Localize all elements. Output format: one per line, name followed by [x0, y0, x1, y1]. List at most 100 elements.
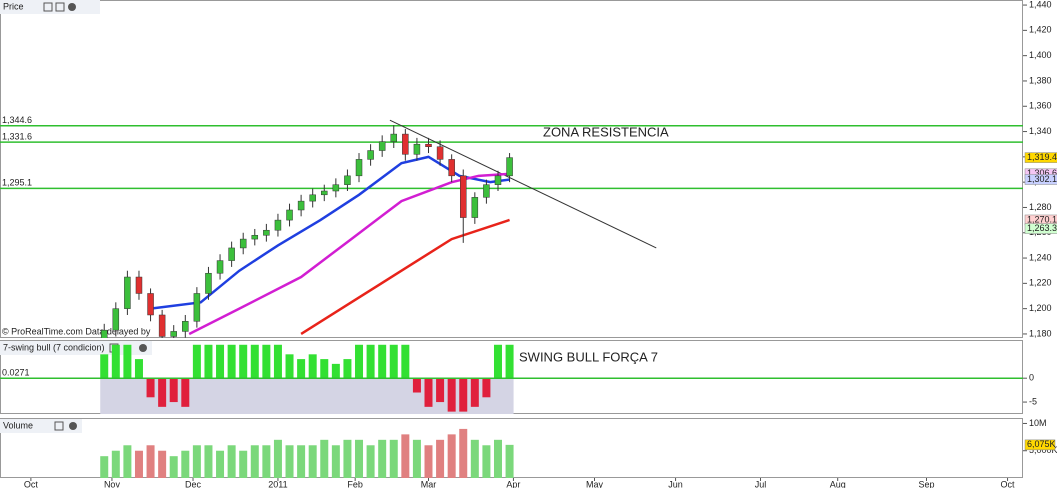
candle-body	[471, 197, 479, 218]
value-badge-label: 6,075K	[1027, 439, 1056, 449]
y-tick-label: 1,440	[1029, 0, 1052, 9]
x-tick-label: Feb	[347, 479, 363, 488]
bar	[320, 359, 329, 379]
bar	[355, 344, 364, 379]
x-tick-label: May	[586, 479, 604, 488]
candle-body	[216, 260, 224, 274]
x-tick-label: Nov	[104, 479, 121, 488]
x-tick-label: Dec	[185, 479, 202, 488]
y-tick-label: 1,380	[1029, 75, 1052, 85]
bar	[412, 439, 421, 478]
bar	[493, 344, 502, 379]
price-toolbar	[0, 0, 100, 14]
bar	[181, 378, 190, 407]
candle-body	[286, 209, 293, 221]
hline-label: 1,331.6	[2, 132, 32, 142]
candle-body	[390, 133, 398, 142]
icon[interactable]	[69, 422, 77, 430]
icon[interactable]	[55, 2, 65, 12]
annotation: SWING BULL FORÇA 7	[519, 349, 658, 364]
y-tick-label: 0	[1029, 373, 1034, 383]
annotation: ZONA RESISTENCIA	[543, 124, 669, 139]
bar	[146, 445, 155, 478]
bar	[493, 439, 502, 478]
bar	[123, 445, 132, 478]
candle-body	[147, 293, 154, 316]
value-badge	[1024, 152, 1057, 163]
bar	[459, 378, 468, 412]
candle-body	[425, 143, 432, 147]
bar	[169, 378, 178, 403]
price-title: Price	[3, 1, 24, 11]
value-badge-label: 1,263.3	[1027, 223, 1057, 233]
candle-body	[367, 150, 374, 160]
value-badge	[1024, 223, 1057, 234]
bar	[343, 439, 352, 478]
indicator-background	[100, 378, 514, 414]
bar	[134, 359, 143, 379]
bar	[100, 456, 109, 478]
bar	[436, 439, 445, 478]
candle-body	[494, 175, 502, 185]
bar	[216, 344, 225, 379]
candle-body	[263, 229, 270, 236]
candle-body	[332, 184, 340, 192]
bar	[250, 445, 259, 478]
x-tick-label: Jul	[755, 479, 767, 488]
candle-body	[402, 133, 409, 155]
bar	[459, 428, 468, 478]
bar	[158, 450, 167, 478]
candle-body	[344, 175, 351, 185]
bar	[169, 456, 178, 478]
icon[interactable]	[54, 421, 64, 431]
moving-average	[300, 218, 510, 336]
toolbar-icons[interactable]	[43, 2, 147, 431]
bar	[378, 439, 387, 478]
bar	[470, 439, 479, 478]
bar	[482, 445, 491, 478]
bar	[227, 344, 236, 379]
icon[interactable]	[68, 3, 76, 11]
x-tick-label: Oct	[24, 479, 39, 488]
bar	[447, 434, 456, 478]
candle-body	[413, 143, 421, 155]
value-badge-label: 1,306.6	[1027, 168, 1057, 178]
bar	[378, 344, 387, 379]
candle-body	[193, 293, 201, 322]
bar	[331, 363, 340, 379]
bar	[285, 445, 294, 478]
bar	[192, 445, 201, 478]
bar	[285, 354, 294, 379]
bar	[308, 445, 317, 478]
candle-body	[112, 308, 120, 331]
y-tick-label: 1,200	[1029, 303, 1052, 313]
x-tick-label: Oct	[1001, 479, 1016, 488]
bar	[482, 378, 491, 398]
y-tick-label: 1,420	[1029, 25, 1052, 35]
icon[interactable]	[43, 2, 53, 12]
bar	[401, 434, 410, 478]
moving-average	[188, 172, 510, 336]
bar	[158, 378, 167, 407]
bar	[505, 344, 514, 379]
bar	[505, 444, 514, 478]
hline-label: 1,344.6	[2, 115, 32, 125]
bar	[192, 344, 201, 379]
y-tick-label: 1,280	[1029, 202, 1052, 212]
bar	[297, 359, 306, 379]
bar	[181, 450, 190, 478]
x-tick-label: Apr	[506, 479, 520, 488]
candle-body	[321, 190, 328, 196]
candle-body	[309, 194, 316, 202]
bar	[100, 354, 109, 379]
bar	[366, 344, 375, 379]
bar	[401, 344, 410, 379]
trend-line	[389, 119, 657, 249]
bar	[355, 439, 364, 478]
icon[interactable]	[139, 344, 147, 352]
bar	[250, 344, 259, 379]
candle-body	[448, 159, 455, 177]
candle-body	[205, 272, 212, 294]
bar	[146, 378, 155, 398]
